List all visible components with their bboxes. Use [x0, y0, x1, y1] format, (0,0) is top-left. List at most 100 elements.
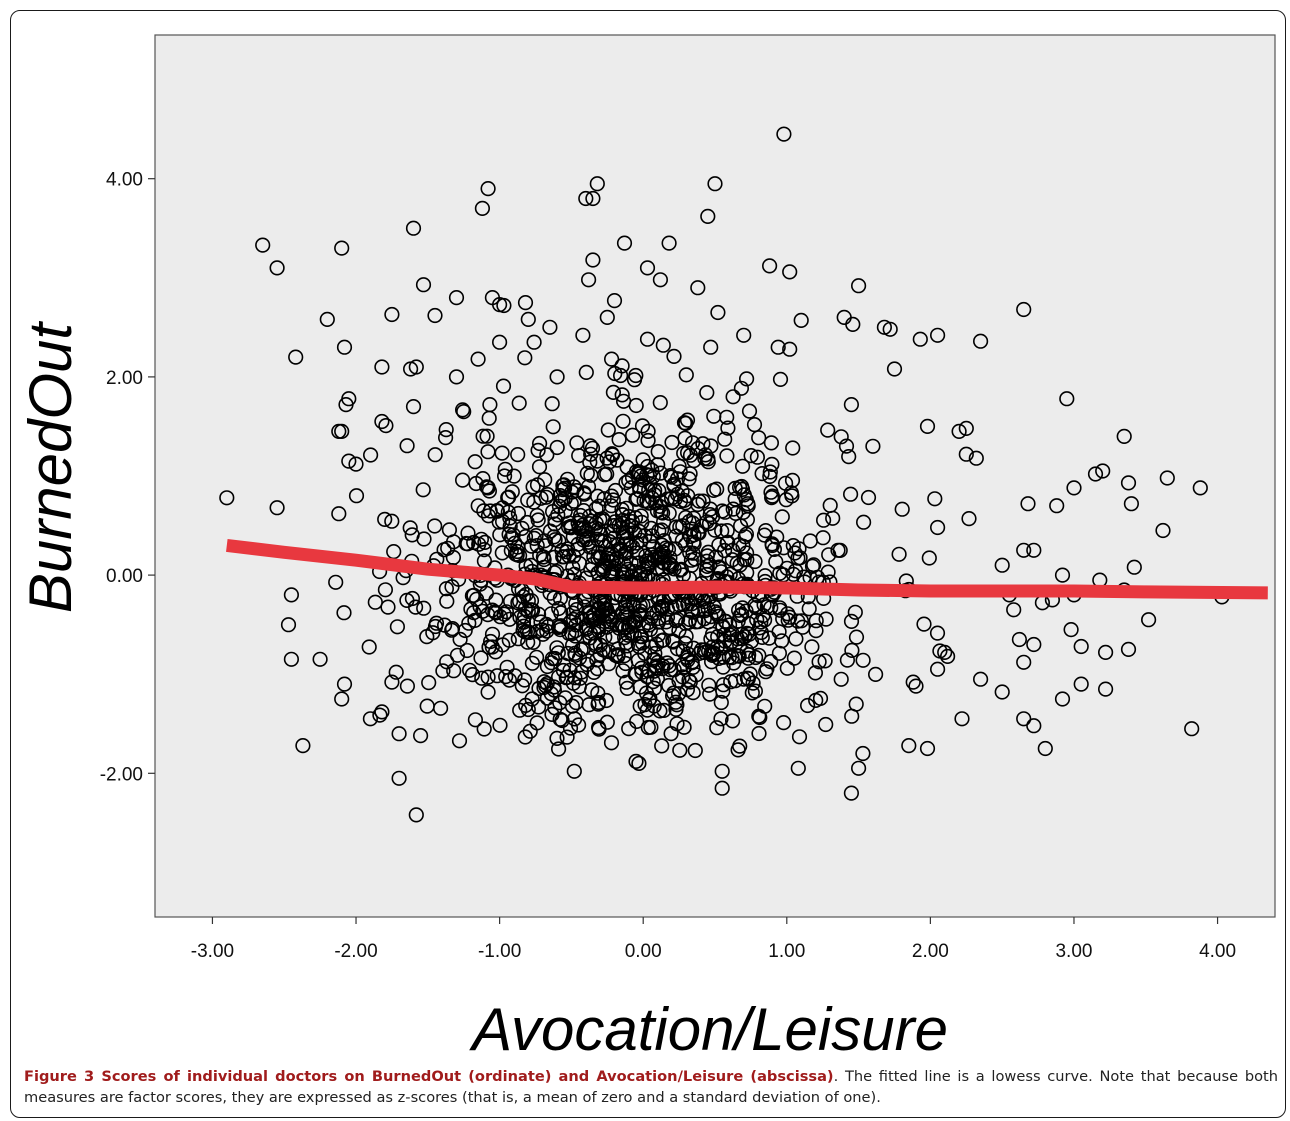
data-point: [648, 658, 664, 674]
data-point: [377, 582, 394, 598]
data-point: [388, 664, 404, 680]
data-point: [336, 605, 352, 621]
data-point: [919, 418, 936, 435]
data-point: [747, 649, 764, 666]
data-point: [405, 399, 422, 415]
data-point: [722, 627, 738, 643]
data-point: [473, 650, 489, 666]
data-point: [655, 337, 671, 353]
x-tick-label: 2.00: [912, 941, 949, 962]
data-point: [531, 459, 548, 475]
data-point: [656, 532, 672, 549]
data-point: [535, 626, 551, 642]
data-point: [701, 677, 717, 693]
data-point: [507, 535, 523, 551]
data-point: [538, 489, 554, 505]
data-point: [1054, 567, 1071, 583]
data-point: [793, 312, 809, 329]
data-point: [961, 510, 977, 527]
data-point: [758, 522, 774, 539]
data-point: [367, 594, 383, 610]
data-point: [603, 735, 620, 751]
data-point: [640, 432, 656, 449]
data-point: [529, 477, 546, 493]
data-point: [684, 435, 701, 451]
data-point: [517, 729, 533, 745]
data-point: [481, 410, 497, 426]
data-point: [677, 537, 694, 553]
data-point: [633, 566, 649, 583]
data-point: [545, 419, 561, 435]
data-point: [702, 686, 718, 702]
data-point: [475, 428, 491, 444]
data-point: [380, 599, 396, 615]
data-point: [567, 645, 583, 662]
data-point: [891, 546, 907, 562]
data-point: [759, 661, 775, 677]
data-point: [584, 440, 601, 456]
data-point: [618, 536, 635, 552]
x-tick-label: 1.00: [768, 941, 805, 962]
data-point: [709, 481, 725, 497]
data-point: [740, 498, 756, 514]
data-point: [751, 430, 767, 446]
data-point: [597, 539, 614, 555]
data-point: [749, 449, 766, 465]
data-point: [501, 489, 517, 505]
data-point: [1159, 470, 1175, 486]
data-point: [641, 663, 657, 679]
data-point: [573, 664, 590, 680]
data-point: [588, 501, 604, 517]
data-point: [467, 612, 483, 629]
data-point: [616, 235, 633, 251]
data-point: [634, 418, 651, 434]
data-point: [972, 671, 989, 687]
data-point: [496, 606, 512, 622]
data-point: [405, 220, 422, 236]
data-point: [438, 422, 454, 438]
data-point: [585, 252, 601, 268]
data-point: [565, 605, 581, 621]
data-point: [795, 619, 811, 635]
data-point: [523, 538, 540, 554]
data-point: [697, 447, 714, 463]
data-point: [530, 512, 546, 528]
data-point: [488, 605, 504, 621]
data-point: [687, 742, 703, 759]
data-point: [848, 629, 865, 645]
data-point: [575, 327, 591, 343]
data-point: [745, 675, 761, 691]
data-point: [1037, 740, 1053, 757]
data-point: [537, 677, 554, 694]
data-point: [702, 501, 719, 517]
data-point: [638, 553, 655, 569]
data-point: [807, 665, 824, 681]
data-point: [542, 319, 558, 335]
data-point: [860, 489, 877, 506]
data-point: [929, 519, 946, 536]
data-point: [295, 737, 311, 754]
data-point: [651, 483, 667, 499]
data-point: [744, 685, 760, 701]
data-point: [763, 653, 779, 670]
data-point: [399, 678, 416, 694]
data-point: [678, 367, 694, 383]
data-point: [416, 600, 432, 616]
data-point: [815, 512, 832, 528]
data-point: [616, 564, 632, 581]
data-point: [546, 529, 562, 545]
data-point: [489, 668, 505, 684]
y-tick-label: 4.00: [106, 170, 143, 191]
data-point: [1016, 301, 1032, 318]
data-point: [362, 711, 379, 727]
data-point: [567, 628, 583, 644]
data-point: [784, 472, 801, 489]
data-point: [529, 537, 545, 554]
data-point: [502, 611, 518, 627]
data-point: [451, 733, 468, 749]
data-point: [640, 458, 656, 475]
data-point: [894, 501, 910, 517]
data-point: [774, 509, 790, 525]
data-point: [954, 711, 970, 727]
data-point: [733, 380, 750, 396]
